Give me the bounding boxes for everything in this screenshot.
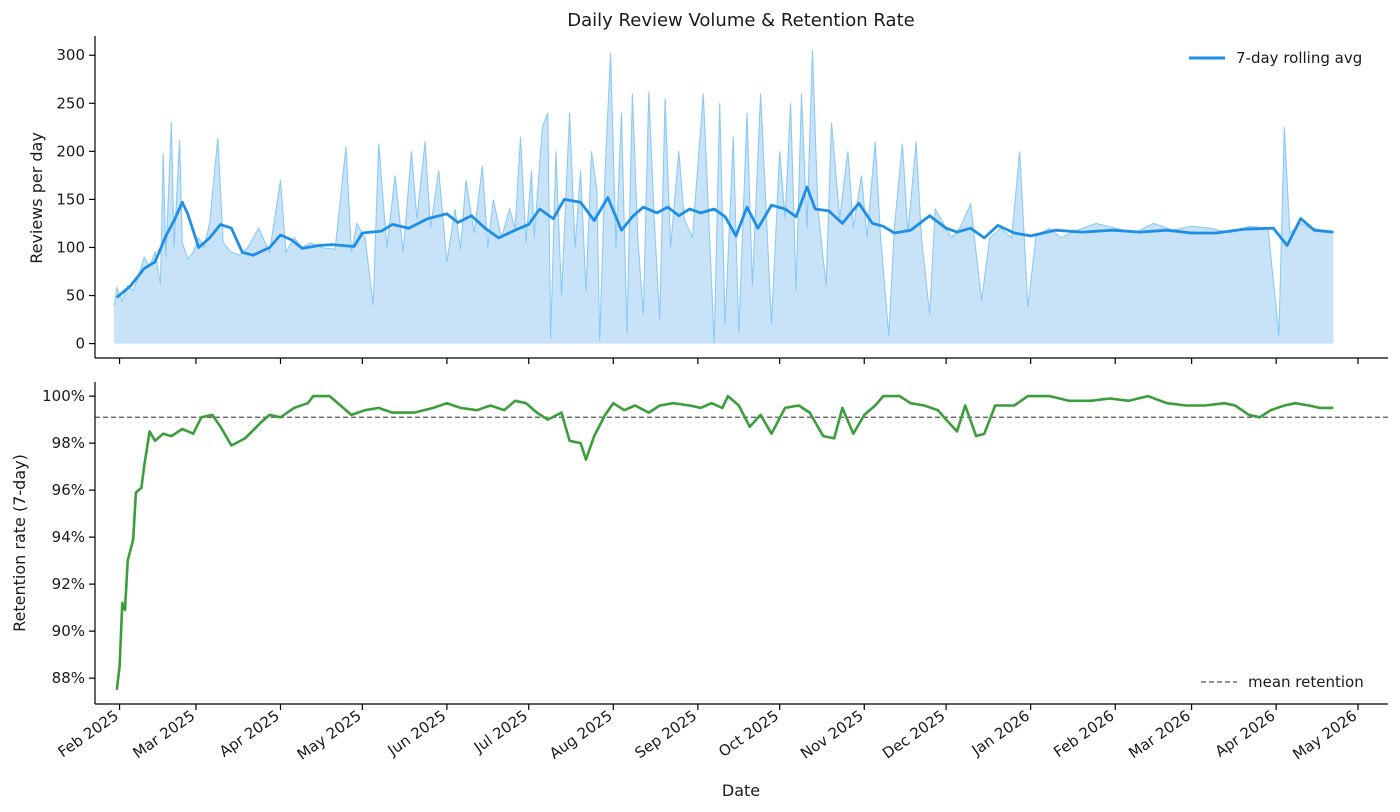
y-tick-label: 100% (42, 387, 85, 405)
x-tick-label: Mar 2026 (1125, 707, 1194, 763)
rolling-average-line (115, 185, 1334, 299)
daily-reviews-line (113, 50, 1334, 344)
legend-label-rolling-avg: 7-day rolling avg (1236, 49, 1362, 67)
x-tick-label: Jan 2026 (968, 707, 1033, 760)
retention-line (115, 394, 1334, 691)
x-tick-label: Jul 2025 (470, 707, 531, 757)
x-tick-label: Nov 2025 (797, 707, 866, 763)
reviews-axes: 0 50 100 150 200 250 300 (56, 36, 1388, 364)
x-tick-label: Dec 2025 (879, 707, 948, 763)
y-tick-label: 300 (56, 46, 85, 64)
y-tick-label: 92% (52, 575, 85, 593)
legend-label-mean-retention: mean retention (1248, 673, 1364, 691)
reviews-panel: 0 50 100 150 200 250 300 Reviews per day 7-day… (27, 36, 1388, 364)
x-tick-label: Sep 2025 (631, 707, 700, 763)
retention-panel: 88% 90% 92% 94% 96% 98% 100% Retention rate (7… (10, 382, 1388, 710)
x-tick-label: Mar 2025 (130, 707, 199, 763)
retention-line-group (115, 394, 1334, 691)
y-tick-label: 150 (56, 190, 85, 208)
reviews-legend: 7-day rolling avg (1189, 49, 1362, 67)
x-tick-label: May 2026 (1289, 707, 1360, 764)
retention-axes: 88% 90% 92% 94% 96% 98% 100% (42, 382, 1388, 710)
daily-reviews-area (113, 50, 1334, 344)
y-tick-label: 94% (52, 528, 85, 546)
x-tick-label: Apr 2026 (1212, 707, 1279, 761)
retention-legend: mean retention (1201, 673, 1364, 691)
x-tick-label: Feb 2025 (55, 707, 122, 762)
rolling-average-line-group (115, 185, 1334, 299)
x-tick-label: Feb 2026 (1050, 707, 1117, 762)
x-tick-label: Oct 2025 (715, 707, 782, 761)
x-tick-label: Jun 2025 (384, 707, 450, 760)
chart-title: Daily Review Volume & Retention Rate (567, 10, 914, 31)
y-tick-label: 0 (75, 335, 85, 353)
x-tick-label: May 2025 (294, 707, 365, 764)
y-tick-label: 98% (52, 434, 85, 452)
x-axis-label: Date (722, 781, 760, 800)
x-tick-label: Aug 2025 (546, 707, 615, 763)
y-tick-label: 50 (66, 287, 85, 305)
y-tick-label: 88% (52, 669, 85, 687)
reviews-y-label: Reviews per day (27, 132, 46, 264)
daily-reviews-fill (114, 50, 1334, 344)
x-tick-label: Apr 2025 (216, 707, 283, 761)
y-tick-label: 90% (52, 622, 85, 640)
date-axis-ticks: Feb 2025 Mar 2025 Apr 2025 May 2025 Jun 2025… (55, 707, 1361, 764)
y-tick-label: 100 (56, 238, 85, 256)
y-tick-label: 250 (56, 94, 85, 112)
y-tick-label: 96% (52, 481, 85, 499)
retention-y-label: Retention rate (7-day) (10, 454, 29, 632)
y-tick-label: 200 (56, 142, 85, 160)
